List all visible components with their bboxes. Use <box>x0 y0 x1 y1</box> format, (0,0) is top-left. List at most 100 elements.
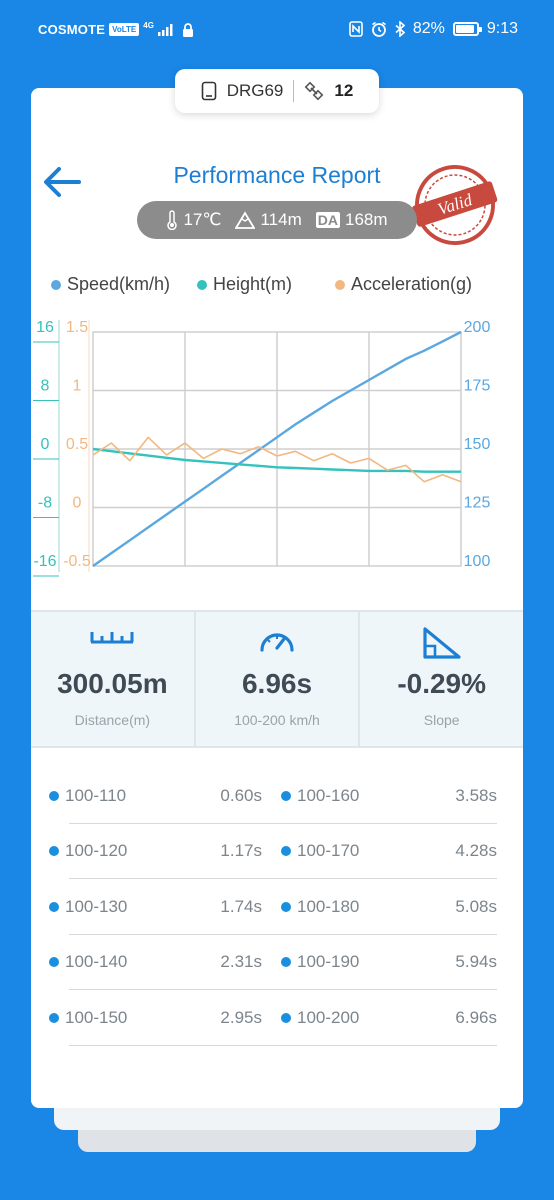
divider <box>293 80 295 102</box>
split-item: 100-130 1.74s <box>49 879 262 935</box>
split-dot <box>49 791 59 801</box>
split-row: 100-110 0.60s 100-160 3.58s <box>49 768 497 824</box>
split-item: 100-170 4.28s <box>281 823 497 879</box>
split-time: 3.58s <box>455 786 497 805</box>
performance-chart: 16 8 0 -8 -16 1.5 1 0.5 0 -0.5 200 175 150 125 100 <box>33 319 491 577</box>
carrier-name: COSMOTE <box>38 22 106 37</box>
altitude: 114m <box>260 210 302 229</box>
slope-icon <box>423 627 461 659</box>
split-item: 100-150 2.95s <box>49 990 262 1046</box>
report-card: Performance Report Valid 17℃ 114m DA <box>31 88 523 1108</box>
height-tick-label: 8 <box>41 378 50 395</box>
split-dot <box>49 901 59 912</box>
split-time: 1.17s <box>220 841 262 861</box>
network-type: 4G <box>143 21 154 30</box>
speed-legend-dot <box>51 279 61 290</box>
split-row: 100-130 1.74s 100-180 5.08s <box>49 879 497 935</box>
device-icon <box>201 81 216 101</box>
distance-label: Distance(m) <box>74 712 151 728</box>
split-range: 100-110 <box>65 786 127 805</box>
distance-value: 300.05m <box>57 668 168 699</box>
device-badge[interactable]: DRG69 12 <box>175 69 379 113</box>
temperature: 17℃ <box>183 210 222 229</box>
split-time: 1.74s <box>220 896 262 916</box>
split-row: 100-150 2.95s 100-200 6.96s <box>49 990 497 1046</box>
lock-icon <box>182 22 193 37</box>
split-range: 100-170 <box>297 841 360 861</box>
acceleration-tick-label: 1.5 <box>66 319 88 336</box>
mountain-icon <box>235 211 256 229</box>
split-range: 100-200 <box>297 1007 360 1027</box>
divider <box>69 823 497 824</box>
divider <box>69 933 497 935</box>
page-title: Performance Report <box>173 162 381 188</box>
thermometer-icon <box>167 210 178 230</box>
back-arrow-icon[interactable] <box>41 164 83 200</box>
height-tick-label: -16 <box>33 553 56 570</box>
split-range: 100-140 <box>65 952 128 972</box>
split-time: 4.28s <box>455 841 497 861</box>
split-time: 0.60s <box>220 786 262 805</box>
split-row: 100-140 2.31s 100-190 5.94s <box>49 934 497 991</box>
split-item: 100-180 5.08s <box>281 879 497 935</box>
split-row: 100-120 1.17s 100-170 4.28s <box>49 823 497 880</box>
speed-tick-label: 100 <box>464 553 491 570</box>
conditions-bar: 17℃ 114m DA 168m <box>137 201 417 239</box>
split-item: 100-200 6.96s <box>281 990 497 1046</box>
divider <box>69 878 497 880</box>
legend-speed: Speed(km/h) <box>67 274 171 294</box>
ruler-icon <box>90 632 134 644</box>
split-range: 100-190 <box>297 952 360 972</box>
speed-tick-label: 150 <box>464 436 491 453</box>
acceleration-series-line <box>92 436 462 483</box>
speed-series-line <box>92 330 462 567</box>
satellite-icon <box>305 81 324 101</box>
speed-tick-label: 175 <box>464 378 491 395</box>
slope-label: Slope <box>423 712 460 728</box>
device-name: DRG69 <box>226 81 284 100</box>
split-dot <box>281 846 291 857</box>
split-item: 100-110 0.60s <box>49 768 262 824</box>
speed-tick-label: 125 <box>464 495 491 512</box>
split-item: 100-120 1.17s <box>49 823 262 879</box>
alarm-icon <box>371 21 386 37</box>
split-item: 100-190 5.94s <box>281 934 497 990</box>
time-value: 6.96s <box>241 668 313 699</box>
split-range: 100-120 <box>65 841 128 861</box>
height-tick-label: -8 <box>38 495 52 512</box>
battery-percent: 82% <box>412 20 445 37</box>
acceleration-tick-label: -0.5 <box>63 553 91 570</box>
acceleration-tick-label: 1 <box>73 378 82 395</box>
split-dot <box>49 1012 59 1023</box>
split-range: 100-130 <box>65 896 128 916</box>
split-time: 2.95s <box>220 1007 262 1027</box>
split-dot <box>281 957 291 968</box>
valid-stamp: Valid <box>412 165 498 245</box>
legend-height: Height(m) <box>213 274 293 294</box>
volte-badge: VoLTE <box>109 23 140 36</box>
slope-value: -0.29% <box>397 668 487 699</box>
nfc-icon <box>349 21 363 37</box>
distance-stat: 300.05m Distance(m) <box>31 612 194 746</box>
split-dot <box>281 901 291 912</box>
split-time: 5.08s <box>455 896 497 916</box>
split-dot <box>49 957 59 968</box>
time-label: 100-200 km/h <box>234 712 320 728</box>
speedometer-icon <box>260 633 294 652</box>
split-time: 6.96s <box>455 1007 497 1027</box>
slope-stat: -0.29% Slope <box>358 612 523 746</box>
split-item: 100-140 2.31s <box>49 934 262 990</box>
split-range: 100-180 <box>297 896 360 916</box>
speed-tick-label: 200 <box>464 319 491 336</box>
split-dot <box>49 846 59 857</box>
status-bar: COSMOTE VoLTE 4G 82% 9:13 <box>0 0 554 62</box>
signal-icon <box>157 23 173 36</box>
battery-icon <box>452 22 482 36</box>
acceleration-legend-dot <box>335 279 345 290</box>
split-dot <box>281 791 291 801</box>
split-range: 100-160 <box>297 786 360 805</box>
height-tick-label: 16 <box>36 319 54 336</box>
density-altitude: 168m <box>344 210 388 229</box>
divider <box>69 1044 497 1046</box>
divider <box>69 989 497 991</box>
